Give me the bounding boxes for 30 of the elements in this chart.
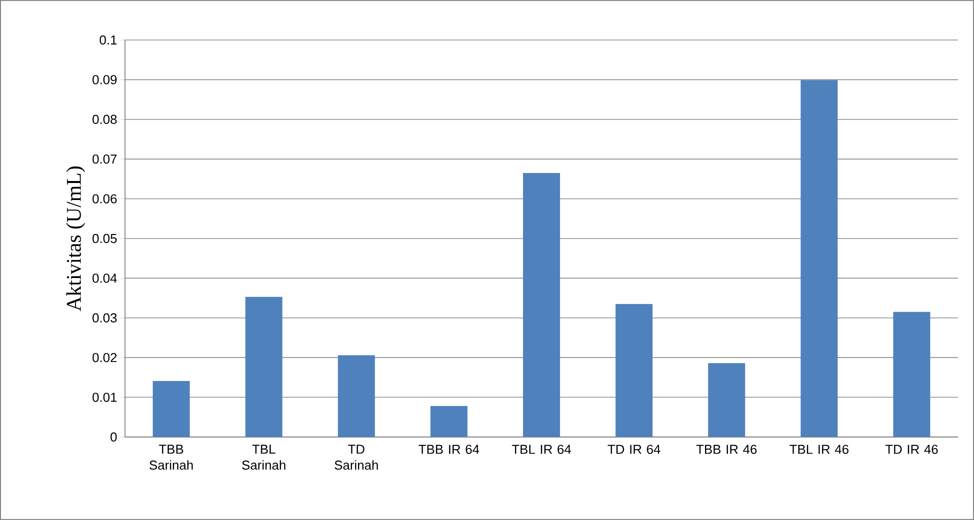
x-tick-label: TBB IR 64 — [418, 444, 480, 454]
x-tick-label: TBL IR 46 — [790, 444, 848, 454]
bar — [523, 172, 560, 437]
bar — [708, 363, 746, 437]
x-tick-label: TBB Sarinah — [150, 444, 193, 470]
y-tick-label: 0.04 — [92, 274, 117, 283]
bar — [430, 406, 468, 437]
y-tick-label: 0.06 — [92, 194, 117, 204]
x-tick-label: TBB IR 46 — [696, 444, 757, 454]
x-tick-label: TD IR 64 — [608, 444, 660, 454]
bar — [800, 80, 838, 437]
y-tick-label: 0.05 — [92, 234, 117, 244]
y-tick-label: 0.03 — [92, 313, 117, 322]
x-tick-label: TD Sarinah — [334, 444, 378, 470]
bar — [245, 296, 282, 437]
bar — [152, 381, 190, 437]
bar — [338, 355, 375, 437]
y-tick-label: 0.08 — [92, 114, 117, 124]
y-axis-title: Aktivitas (U/mL) — [66, 166, 86, 312]
x-tick-label: TD IR 46 — [885, 444, 938, 454]
x-tick-label: TBL Sarinah — [242, 444, 286, 470]
y-tick-label: 0.07 — [92, 154, 117, 164]
x-tick-label: TBL IR 64 — [512, 444, 571, 454]
y-tick-label: 0 — [110, 432, 117, 442]
y-tick-label: 0.02 — [92, 352, 117, 362]
bar — [616, 304, 653, 437]
y-tick-label: 0.01 — [92, 392, 117, 402]
y-tick-label: 0.1 — [100, 35, 117, 45]
y-tick-label: 0.09 — [92, 75, 117, 84]
bar — [893, 312, 930, 437]
